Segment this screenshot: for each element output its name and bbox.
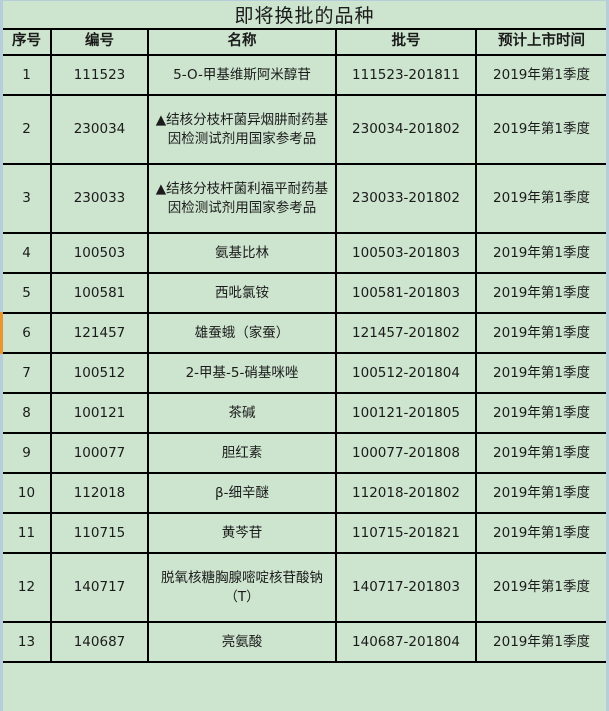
cell-code[interactable]: 140717 [50,552,149,623]
column-header-name[interactable]: 名称 [147,30,337,56]
table-title-band: 即将换批的品种 [3,1,606,30]
cell-batch[interactable]: 121457-201802 [335,312,477,354]
cell-name[interactable]: 5-O-甲基维斯阿米醇苷 [147,54,337,96]
cell-code[interactable]: 110715 [50,512,149,554]
cell-code[interactable]: 230033 [50,163,149,234]
table-row[interactable]: 12 140717 脱氧核糖胸腺嘧啶核苷酸钠（T） 140717-201803 … [3,552,606,623]
table-row[interactable]: 4 100503 氨基比林 100503-201803 2019年第1季度 [3,232,606,274]
table-row[interactable]: 11 110715 黄芩苷 110715-201821 2019年第1季度 [3,512,606,554]
cell-batch[interactable]: 112018-201802 [335,472,477,514]
page-title: 即将换批的品种 [234,5,375,27]
cell-code[interactable]: 100512 [50,352,149,394]
cell-name[interactable]: 胆红素 [147,432,337,474]
cell-name[interactable]: β-细辛醚 [147,472,337,514]
table-body: 1 111523 5-O-甲基维斯阿米醇苷 111523-201811 2019… [0,54,606,663]
cell-seq[interactable]: 7 [3,352,52,394]
cell-code[interactable]: 100503 [50,232,149,274]
cell-code[interactable]: 100121 [50,392,149,434]
cell-seq[interactable]: 11 [3,512,52,554]
cell-code[interactable]: 100581 [50,272,149,314]
table-row[interactable]: 7 100512 2-甲基-5-硝基咪唑 100512-201804 2019年… [3,352,606,394]
cell-code[interactable]: 140687 [50,621,149,663]
cell-date[interactable]: 2019年第1季度 [475,621,606,663]
cell-name[interactable]: 黄芩苷 [147,512,337,554]
cell-batch[interactable]: 100512-201804 [335,352,477,394]
cell-date[interactable]: 2019年第1季度 [475,54,606,96]
cell-seq[interactable]: 4 [3,232,52,274]
column-header-batch[interactable]: 批号 [335,30,477,56]
cell-seq[interactable]: 9 [3,432,52,474]
column-header-code[interactable]: 编号 [50,30,149,56]
table-row[interactable]: 3 230033 ▲结核分枝杆菌利福平耐药基因检测试剂用国家参考品 230033… [3,163,606,234]
cell-seq[interactable]: 1 [3,54,52,96]
cell-seq[interactable]: 5 [3,272,52,314]
cell-date[interactable]: 2019年第1季度 [475,392,606,434]
cell-batch[interactable]: 100121-201805 [335,392,477,434]
table-row[interactable]: 5 100581 西吡氯铵 100581-201803 2019年第1季度 [3,272,606,314]
cell-seq[interactable]: 13 [3,621,52,663]
cell-seq[interactable]: 8 [3,392,52,434]
table-row[interactable]: 9 100077 胆红素 100077-201808 2019年第1季度 [3,432,606,474]
cell-seq[interactable]: 2 [3,94,52,165]
cell-batch[interactable]: 110715-201821 [335,512,477,554]
cell-name[interactable]: 亮氨酸 [147,621,337,663]
cell-seq[interactable]: 12 [3,552,52,623]
cell-name[interactable]: 氨基比林 [147,232,337,274]
cell-date[interactable]: 2019年第1季度 [475,232,606,274]
cell-batch[interactable]: 140717-201803 [335,552,477,623]
table-row[interactable]: 1 111523 5-O-甲基维斯阿米醇苷 111523-201811 2019… [3,54,606,96]
cell-name[interactable]: 雄蚕蛾（家蚕） [147,312,337,354]
cell-date[interactable]: 2019年第1季度 [475,163,606,234]
cell-date[interactable]: 2019年第1季度 [475,432,606,474]
cell-batch[interactable]: 100581-201803 [335,272,477,314]
cell-date[interactable]: 2019年第1季度 [475,472,606,514]
table-row-selected[interactable]: 6 121457 雄蚕蛾（家蚕） 121457-201802 2019年第1季度 [0,312,606,355]
cell-code[interactable]: 111523 [50,54,149,96]
cell-batch[interactable]: 100077-201808 [335,432,477,474]
table-row[interactable]: 8 100121 茶碱 100121-201805 2019年第1季度 [3,392,606,434]
cell-name[interactable]: 2-甲基-5-硝基咪唑 [147,352,337,394]
cell-date[interactable]: 2019年第1季度 [475,512,606,554]
cell-code[interactable]: 121457 [50,312,149,354]
cell-code[interactable]: 112018 [50,472,149,514]
cell-seq[interactable]: 6 [0,312,52,355]
cell-name[interactable]: 西吡氯铵 [147,272,337,314]
varieties-table: 序号 编号 名称 批号 预计上市时间 1 111523 5-O-甲基维斯阿米醇苷… [0,30,606,663]
column-header-date[interactable]: 预计上市时间 [475,30,606,56]
cell-code[interactable]: 230034 [50,94,149,165]
table-row[interactable]: 13 140687 亮氨酸 140687-201804 2019年第1季度 [3,621,606,663]
cell-seq[interactable]: 10 [3,472,52,514]
cell-seq[interactable]: 3 [3,163,52,234]
cell-date[interactable]: 2019年第1季度 [475,352,606,394]
cell-date[interactable]: 2019年第1季度 [475,312,606,354]
table-row[interactable]: 10 112018 β-细辛醚 112018-201802 2019年第1季度 [3,472,606,514]
cell-batch[interactable]: 111523-201811 [335,54,477,96]
table-row[interactable]: 2 230034 ▲结核分枝杆菌异烟肼耐药基因检测试剂用国家参考品 230034… [3,94,606,165]
cell-batch[interactable]: 140687-201804 [335,621,477,663]
cell-date[interactable]: 2019年第1季度 [475,552,606,623]
cell-name[interactable]: 脱氧核糖胸腺嘧啶核苷酸钠（T） [147,552,337,623]
table-header-row: 序号 编号 名称 批号 预计上市时间 [3,30,606,56]
cell-date[interactable]: 2019年第1季度 [475,272,606,314]
cell-code[interactable]: 100077 [50,432,149,474]
cell-batch[interactable]: 230034-201802 [335,94,477,165]
table-header: 序号 编号 名称 批号 预计上市时间 [3,30,606,56]
cell-name[interactable]: 茶碱 [147,392,337,434]
cell-batch[interactable]: 100503-201803 [335,232,477,274]
cell-date[interactable]: 2019年第1季度 [475,94,606,165]
column-header-seq[interactable]: 序号 [3,30,52,56]
cell-name[interactable]: ▲结核分枝杆菌利福平耐药基因检测试剂用国家参考品 [147,163,337,234]
cell-name[interactable]: ▲结核分枝杆菌异烟肼耐药基因检测试剂用国家参考品 [147,94,337,165]
cell-batch[interactable]: 230033-201802 [335,163,477,234]
